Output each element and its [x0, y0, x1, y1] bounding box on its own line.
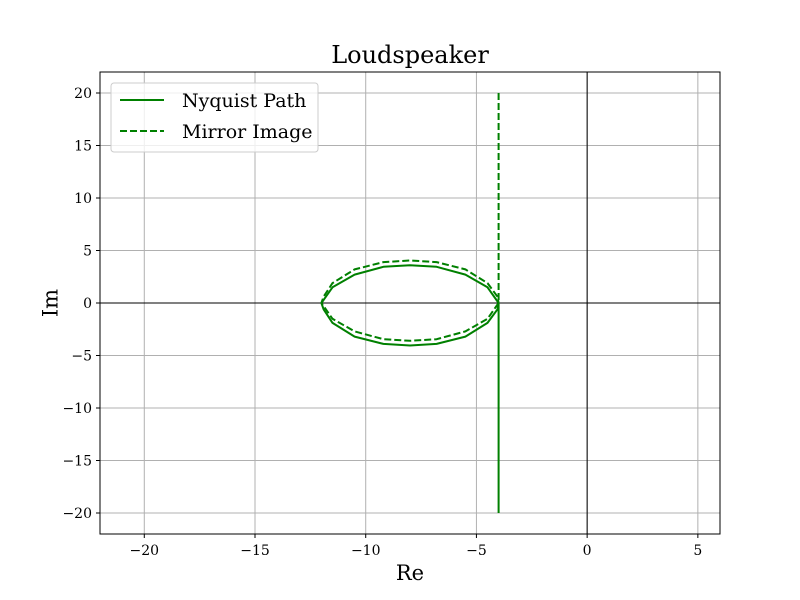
x-tick-label: −15 — [240, 543, 270, 559]
y-tick-label: −15 — [62, 454, 92, 470]
y-tick-label: 5 — [83, 244, 92, 260]
zero-axes — [100, 72, 720, 534]
legend-label-nyquist-path: Nyquist Path — [182, 90, 306, 112]
y-tick-label: 0 — [83, 296, 92, 312]
y-tick-label: −10 — [62, 401, 92, 417]
y-tick-label: 20 — [74, 86, 92, 102]
series-lines — [320, 93, 500, 513]
series-line-mirror-image — [320, 93, 500, 342]
y-tick-label: 10 — [74, 191, 92, 207]
x-tick-label: −5 — [466, 543, 487, 559]
series-line-nyquist-path — [320, 264, 500, 513]
chart-title: Loudspeaker — [331, 41, 489, 69]
x-tick-label: 5 — [693, 543, 702, 559]
x-tick-label: −20 — [130, 543, 160, 559]
x-tick-label: 0 — [583, 543, 592, 559]
x-axis-label: Re — [396, 561, 424, 585]
legend: Nyquist Path Mirror Image — [110, 82, 319, 153]
y-tick-label: −20 — [62, 506, 92, 522]
y-tick-label: −5 — [71, 349, 92, 365]
x-tick-label: −10 — [351, 543, 381, 559]
ticks: −20 −15 −10 −5 0 5 −20 −15 −10 −5 0 5 10 15 20 — [62, 86, 702, 559]
y-axis-label: Im — [38, 289, 62, 317]
legend-label-mirror-image: Mirror Image — [182, 121, 313, 143]
y-tick-label: 15 — [74, 139, 92, 155]
